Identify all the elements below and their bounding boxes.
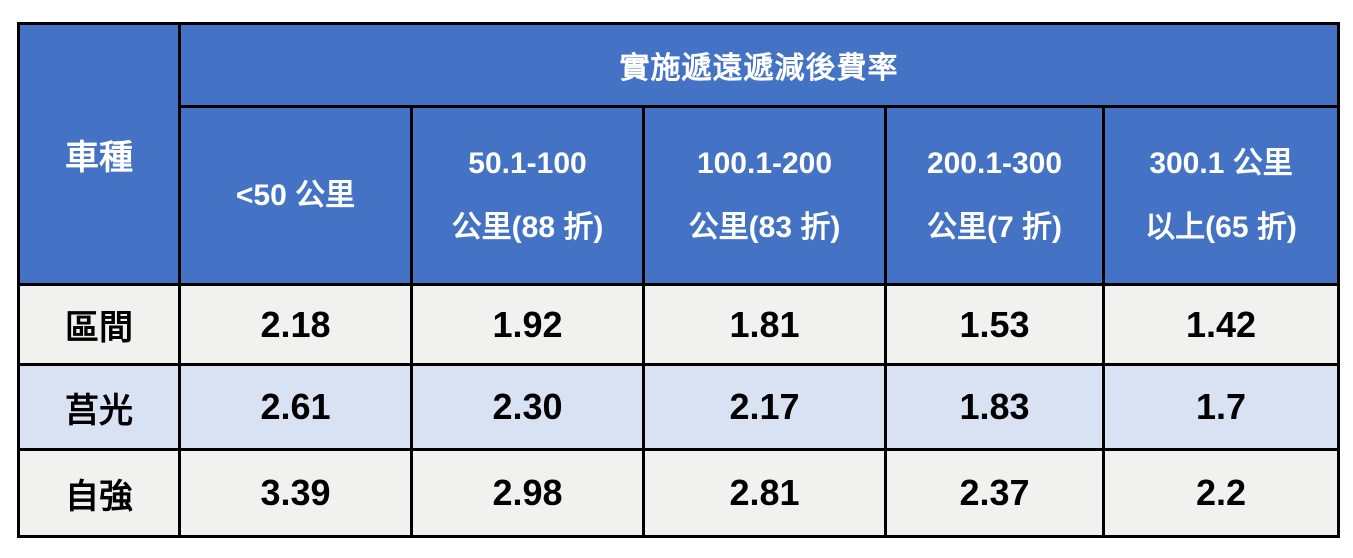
fare-cell: 1.7 (1101, 363, 1341, 451)
table-row-local-train: 區間 2.18 1.92 1.81 1.53 1.42 (17, 283, 1341, 366)
fare-cell: 2.2 (1101, 448, 1341, 538)
row-label: 自強 (17, 448, 181, 538)
column-header-line2: 公里(83 折) (688, 210, 841, 244)
column-header-200-300km: 200.1-300 公里(7 折) (884, 105, 1105, 286)
fare-cell: 2.17 (642, 363, 887, 451)
fare-cell: 2.37 (884, 448, 1105, 538)
fare-cell: 2.98 (410, 448, 645, 538)
header-row-group: 車種 實施遞遠遞減後費率 (17, 22, 1341, 286)
column-header-line2: 以上(65 折) (1145, 210, 1297, 244)
column-header-100-200km: 100.1-200 公里(83 折) (642, 105, 887, 286)
fare-cell: 1.83 (884, 363, 1105, 451)
fare-cell: 1.81 (642, 283, 887, 366)
fare-cell: 2.18 (178, 283, 413, 366)
table-row-tzechiang-train: 自強 3.39 2.98 2.81 2.37 2.2 (17, 448, 1341, 538)
fare-cell: 2.30 (410, 363, 645, 451)
column-header-over-300km: 300.1 公里 以上(65 折) (1101, 105, 1341, 286)
row-label: 莒光 (17, 363, 181, 451)
column-header-under-50km: <50 公里 (178, 105, 413, 286)
column-header-line1: 100.1-200 (696, 147, 833, 180)
fare-table-container: 車種 實施遞遠遞減後費率 <50 公里 50.1-100 公里(88 折) 10… (17, 22, 1341, 538)
column-header-50-100km: 50.1-100 公里(88 折) (410, 105, 645, 286)
fare-cell: 2.81 (642, 448, 887, 538)
row-label: 區間 (17, 283, 181, 366)
corner-header-vehicle-type: 車種 (17, 22, 181, 286)
group-header-tapered-rate: 實施遞遠遞減後費率 (177, 22, 1341, 108)
column-header-line1: <50 公里 (235, 178, 356, 212)
column-header-line2: 公里(7 折) (927, 210, 1062, 244)
fare-cell: 1.42 (1101, 283, 1341, 366)
fare-cell: 1.53 (884, 283, 1105, 366)
column-header-line1: 50.1-100 (468, 147, 587, 180)
header-row-distances: <50 公里 50.1-100 公里(88 折) 100.1-200 公里(83… (19, 105, 1341, 286)
table-row-chukuang-train: 莒光 2.61 2.30 2.17 1.83 1.7 (17, 363, 1341, 451)
column-header-line1: 300.1 公里 (1149, 147, 1293, 180)
fare-cell: 3.39 (178, 448, 413, 538)
fare-cell: 1.92 (410, 283, 645, 366)
column-header-line1: 200.1-300 (926, 147, 1063, 180)
fare-cell: 2.61 (178, 363, 413, 451)
column-header-line2: 公里(88 折) (451, 210, 604, 244)
fare-table: 車種 實施遞遠遞減後費率 <50 公里 50.1-100 公里(88 折) 10… (17, 22, 1341, 538)
